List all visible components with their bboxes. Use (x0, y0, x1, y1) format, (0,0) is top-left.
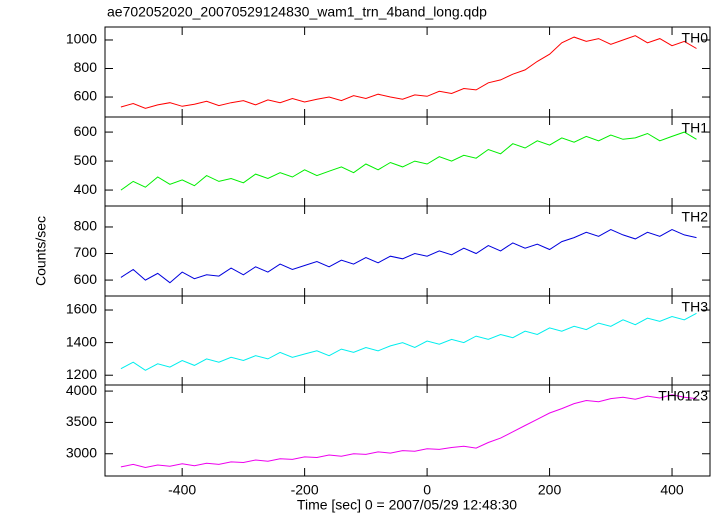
data-line (120, 312, 697, 371)
panel-label: TH2 (682, 209, 709, 225)
panel-label: TH0123 (658, 388, 708, 404)
x-tick-label: 400 (660, 482, 684, 498)
y-tick-label: 600 (74, 123, 98, 139)
panel-frame (104, 295, 711, 386)
data-line (120, 131, 697, 191)
data-line (120, 394, 697, 469)
y-tick-label: 400 (74, 181, 98, 197)
y-tick-label: 3500 (66, 413, 97, 429)
y-tick-label: 800 (74, 59, 98, 75)
panel-frame (104, 116, 711, 207)
y-tick-label: 700 (74, 244, 98, 260)
panel-label: TH3 (682, 299, 709, 315)
y-tick-label: 4000 (66, 382, 97, 398)
data-line (120, 229, 697, 284)
y-tick-label: 1000 (66, 31, 97, 47)
data-line (120, 35, 697, 109)
y-tick-label: 1600 (66, 301, 97, 317)
x-tick-label: 200 (538, 482, 562, 498)
panel-label: TH1 (682, 120, 709, 136)
y-tick-label: 800 (74, 218, 98, 234)
panel-frame (104, 205, 711, 297)
y-tick-label: 500 (74, 152, 98, 168)
x-tick-label: -200 (291, 482, 319, 498)
x-axis-label: Time [sec] 0 = 2007/05/29 12:48:30 (297, 497, 517, 513)
y-tick-label: 3000 (66, 444, 97, 460)
y-axis-label: Counts/sec (33, 216, 49, 286)
x-tick-label: -400 (168, 482, 196, 498)
y-tick-label: 600 (74, 88, 98, 104)
y-tick-label: 600 (74, 271, 98, 287)
y-tick-label: 1200 (66, 366, 97, 382)
chart-title: ae702052020_20070529124830_wam1_trn_4ban… (107, 4, 487, 20)
x-tick-label: 0 (423, 482, 431, 498)
panel-label: TH0 (682, 30, 709, 46)
y-tick-label: 1400 (66, 333, 97, 349)
panel-frame (104, 384, 711, 477)
